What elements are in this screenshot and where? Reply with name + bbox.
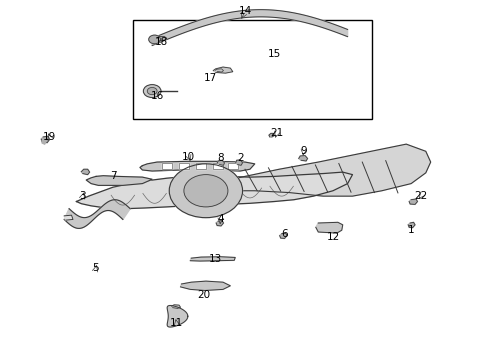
Polygon shape bbox=[206, 144, 431, 196]
Text: 11: 11 bbox=[170, 319, 183, 328]
Polygon shape bbox=[213, 67, 233, 73]
Polygon shape bbox=[408, 222, 415, 228]
Polygon shape bbox=[140, 161, 255, 171]
Text: 22: 22 bbox=[414, 191, 427, 201]
Text: 7: 7 bbox=[110, 171, 117, 181]
Text: 1: 1 bbox=[408, 225, 415, 235]
Polygon shape bbox=[280, 233, 287, 238]
Polygon shape bbox=[217, 160, 224, 165]
Bar bbox=[162, 163, 172, 168]
Bar bbox=[213, 163, 223, 168]
Polygon shape bbox=[172, 305, 180, 309]
Text: 2: 2 bbox=[237, 153, 244, 163]
Polygon shape bbox=[190, 257, 235, 261]
Bar bbox=[228, 163, 238, 168]
Polygon shape bbox=[167, 306, 188, 327]
Bar bbox=[196, 163, 206, 168]
Text: 5: 5 bbox=[93, 263, 99, 273]
Bar bbox=[213, 163, 223, 168]
Polygon shape bbox=[216, 221, 223, 226]
Polygon shape bbox=[76, 172, 352, 209]
Polygon shape bbox=[180, 281, 230, 291]
Polygon shape bbox=[269, 134, 274, 137]
Circle shape bbox=[184, 175, 228, 207]
Polygon shape bbox=[86, 176, 152, 185]
Text: 15: 15 bbox=[268, 49, 281, 59]
Text: 10: 10 bbox=[182, 152, 196, 162]
Text: 13: 13 bbox=[209, 254, 222, 264]
Bar bbox=[196, 163, 206, 168]
Text: 9: 9 bbox=[300, 146, 307, 156]
Polygon shape bbox=[41, 136, 49, 143]
Polygon shape bbox=[299, 156, 308, 161]
Bar bbox=[133, 21, 372, 119]
Polygon shape bbox=[64, 200, 130, 228]
Text: 6: 6 bbox=[281, 229, 288, 239]
Circle shape bbox=[169, 164, 243, 218]
Text: 18: 18 bbox=[155, 37, 169, 47]
Text: 14: 14 bbox=[238, 6, 252, 17]
Bar bbox=[228, 163, 238, 168]
Polygon shape bbox=[157, 37, 167, 41]
Polygon shape bbox=[236, 160, 243, 165]
Polygon shape bbox=[316, 222, 343, 233]
Circle shape bbox=[149, 35, 160, 44]
Text: 17: 17 bbox=[204, 73, 218, 83]
Text: 20: 20 bbox=[197, 290, 210, 300]
Bar bbox=[162, 163, 172, 168]
Text: 4: 4 bbox=[217, 215, 224, 224]
Bar bbox=[179, 163, 189, 168]
Text: 3: 3 bbox=[79, 191, 86, 201]
Polygon shape bbox=[81, 169, 90, 175]
Circle shape bbox=[144, 85, 161, 98]
Text: 16: 16 bbox=[150, 91, 164, 101]
Text: 8: 8 bbox=[217, 153, 224, 163]
Polygon shape bbox=[42, 140, 46, 144]
Polygon shape bbox=[409, 199, 417, 204]
Polygon shape bbox=[152, 10, 347, 45]
Bar bbox=[179, 163, 189, 168]
Polygon shape bbox=[64, 215, 73, 220]
Text: 21: 21 bbox=[270, 129, 283, 138]
Circle shape bbox=[147, 87, 157, 95]
Text: 12: 12 bbox=[326, 232, 340, 242]
Text: 19: 19 bbox=[43, 132, 56, 142]
